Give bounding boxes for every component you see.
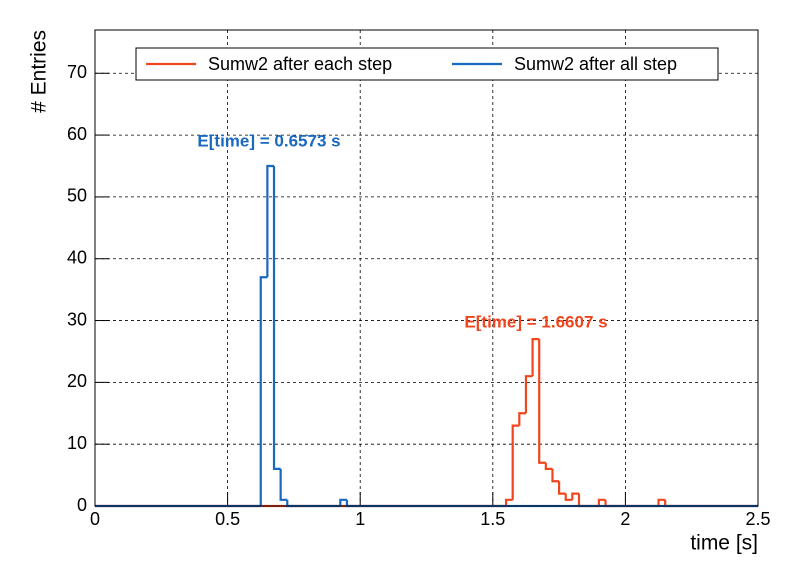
histogram-bin bbox=[279, 468, 288, 501]
histogram-bin bbox=[504, 498, 513, 506]
histogram-bin bbox=[538, 339, 546, 464]
legend-label: Sumw2 after each step bbox=[208, 54, 392, 74]
y-tick-label: 10 bbox=[67, 433, 87, 453]
plot-frame bbox=[94, 29, 759, 507]
histogram-bin bbox=[259, 276, 268, 506]
histogram-bin bbox=[564, 493, 573, 501]
y-tick-label: 40 bbox=[67, 247, 87, 267]
y-tick-label: 70 bbox=[67, 62, 87, 82]
y-axis-label: # Entries bbox=[28, 30, 51, 113]
histogram-bin bbox=[577, 493, 586, 508]
histogram-bin bbox=[597, 498, 606, 506]
y-tick-label: 20 bbox=[67, 371, 87, 391]
y-tick-label: 0 bbox=[77, 495, 87, 515]
x-tick-label: 0.5 bbox=[215, 509, 240, 529]
x-tick-label: 2.5 bbox=[745, 509, 770, 529]
histogram-bin bbox=[518, 412, 526, 426]
histogram-bin bbox=[571, 492, 579, 500]
histogram-bin bbox=[339, 498, 347, 506]
histogram-bin bbox=[272, 166, 281, 471]
legend-label: Sumw2 after all step bbox=[514, 54, 677, 74]
histogram-bin bbox=[286, 499, 294, 508]
y-tick-label: 30 bbox=[67, 309, 87, 329]
annotation: E[time] = 1.6607 s bbox=[464, 312, 607, 331]
histogram-bin bbox=[551, 468, 560, 483]
x-tick-label: 2 bbox=[620, 509, 630, 529]
annotation: E[time] = 0.6573 s bbox=[197, 131, 340, 150]
histogram-bin bbox=[511, 424, 520, 500]
x-axis-label: time [s] bbox=[690, 532, 758, 555]
histogram-bin bbox=[531, 337, 540, 377]
histogram-bin bbox=[657, 498, 666, 506]
histogram-bin bbox=[345, 499, 354, 508]
y-tick-label: 50 bbox=[67, 186, 87, 206]
histogram-bin bbox=[544, 462, 553, 471]
histogram-bin bbox=[524, 375, 533, 414]
x-tick-label: 1 bbox=[355, 509, 365, 529]
x-tick-label: 0 bbox=[90, 509, 100, 529]
legend-box bbox=[135, 47, 719, 81]
y-tick-label: 60 bbox=[67, 124, 87, 144]
histogram-bin bbox=[266, 164, 275, 278]
x-tick-label: 1.5 bbox=[480, 509, 505, 529]
histogram-bin bbox=[558, 481, 566, 495]
